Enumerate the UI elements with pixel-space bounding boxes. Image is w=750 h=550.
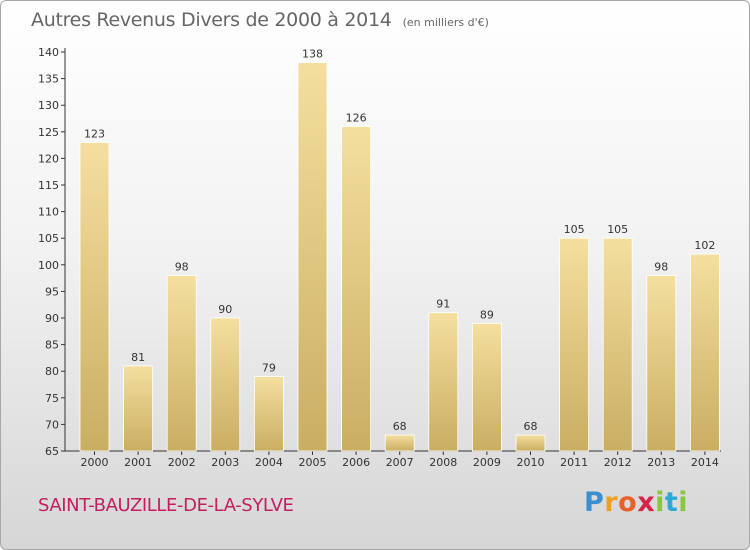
bar-2014	[690, 253, 720, 452]
y-tick-label: 95	[45, 285, 59, 298]
x-tick-label-2001: 2001	[124, 456, 152, 469]
chart-title-block: Autres Revenus Divers de 2000 à 2014 (en…	[31, 9, 489, 31]
value-label-2002: 98	[175, 260, 189, 273]
logo-letter: i	[655, 487, 665, 518]
logo-letter: t	[664, 487, 679, 518]
y-tick-label: 80	[45, 365, 59, 378]
y-tick-label: 115	[38, 179, 59, 192]
value-label-2013: 98	[654, 260, 668, 273]
bar-2011	[559, 237, 589, 452]
logo-letter: o	[618, 487, 638, 518]
x-tick-label-2000: 2000	[81, 456, 109, 469]
bar-2008	[428, 312, 459, 452]
x-tick-label-2011: 2011	[560, 456, 588, 469]
proxiti-logo: Proxiti	[584, 487, 688, 518]
logo-letter: i	[678, 487, 689, 518]
y-tick-label: 110	[38, 206, 59, 219]
y-tick-label: 90	[45, 312, 59, 325]
logo-letter: P	[584, 487, 605, 518]
bar-2002	[166, 275, 197, 452]
y-tick-label: 130	[38, 99, 59, 112]
y-tick-label: 105	[38, 232, 59, 245]
value-label-2005: 138	[302, 48, 323, 61]
y-tick-label: 140	[38, 46, 59, 59]
x-tick-label-2008: 2008	[429, 456, 457, 469]
y-tick-label: 135	[38, 73, 59, 86]
x-tick-label-2014: 2014	[691, 456, 719, 469]
value-label-2014: 102	[694, 239, 715, 252]
value-label-2001: 81	[131, 351, 145, 364]
bar-2007	[384, 434, 415, 452]
y-tick-label: 70	[45, 418, 59, 431]
value-label-2004: 79	[262, 362, 276, 375]
value-label-2008: 91	[436, 298, 450, 311]
bar-2005	[297, 62, 328, 452]
y-tick-label: 120	[38, 152, 59, 165]
x-tick-label-2013: 2013	[647, 456, 675, 469]
value-label-2006: 126	[346, 111, 367, 124]
value-label-2010: 68	[524, 420, 538, 433]
x-tick-label-2004: 2004	[255, 456, 283, 469]
bar-2009	[471, 322, 502, 452]
bar-2004	[253, 376, 284, 452]
chart-title: Autres Revenus Divers de 2000 à 2014	[31, 9, 392, 31]
bar-2012	[602, 237, 633, 452]
bar-2000	[79, 142, 110, 452]
value-label-2000: 123	[84, 127, 105, 140]
y-tick-label: 125	[38, 126, 59, 139]
bars	[79, 62, 720, 452]
x-tick-label-2003: 2003	[211, 456, 239, 469]
x-tick-label-2012: 2012	[604, 456, 632, 469]
bar-2006	[341, 126, 372, 452]
x-tick-label-2007: 2007	[386, 456, 414, 469]
value-label-2012: 105	[607, 223, 628, 236]
bar-2003	[210, 317, 241, 452]
value-label-2009: 89	[480, 308, 494, 321]
y-tick-label: 85	[45, 339, 59, 352]
chart-unit: (en milliers d'€)	[402, 16, 489, 29]
x-tick-label-2006: 2006	[342, 456, 370, 469]
x-tick-label-2010: 2010	[517, 456, 545, 469]
value-label-2003: 90	[218, 303, 232, 316]
bar-2013	[646, 275, 677, 452]
y-tick-label: 100	[38, 259, 59, 272]
value-label-2007: 68	[393, 420, 407, 433]
bar-2010	[515, 434, 546, 452]
x-tick-label-2005: 2005	[299, 456, 327, 469]
logo-letter: r	[604, 487, 619, 518]
value-label-2011: 105	[564, 223, 585, 236]
commune-name: SAINT-BAUZILLE-DE-LA-SYLVE	[38, 495, 294, 516]
y-tick-label: 75	[45, 392, 59, 405]
x-tick-label-2002: 2002	[168, 456, 196, 469]
x-tick-label-2009: 2009	[473, 456, 501, 469]
y-tick-label: 65	[45, 445, 59, 458]
labels: 65 70 75 80 85 90 95 100 105 110 115 120 125 130 135 14…	[38, 46, 719, 469]
logo-letter: x	[637, 487, 656, 518]
bar-2001	[123, 365, 153, 452]
